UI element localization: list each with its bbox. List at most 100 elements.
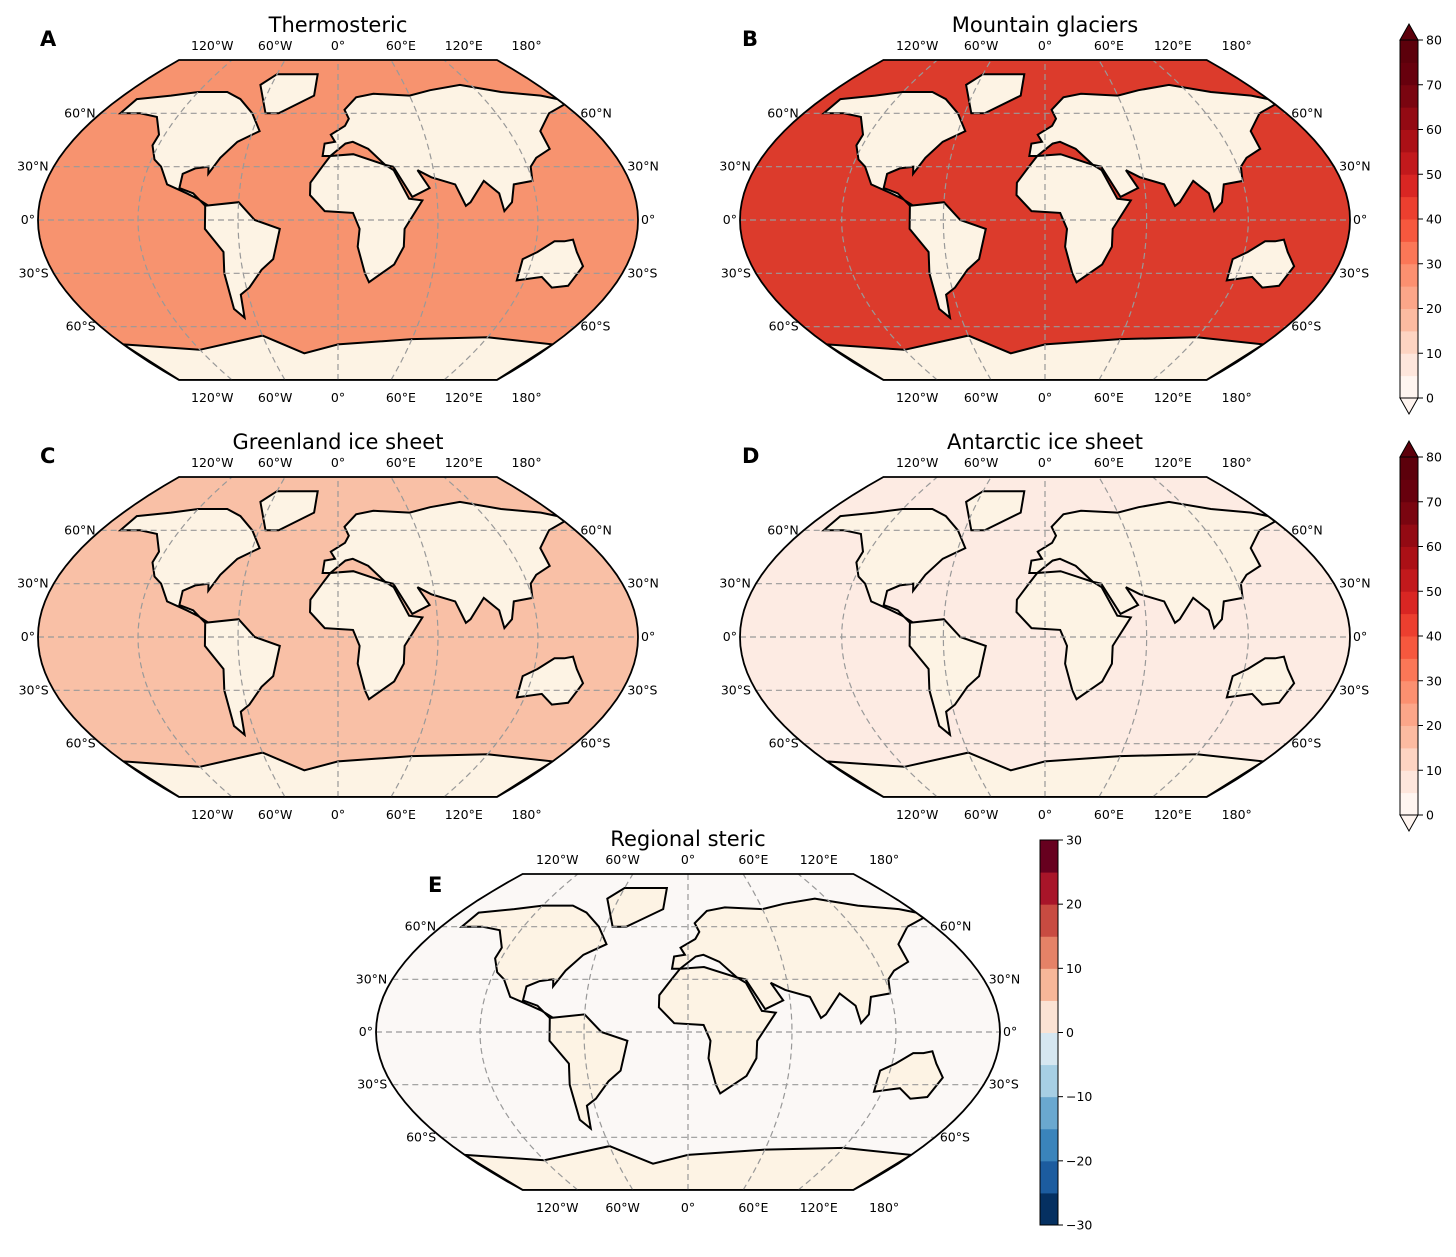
lat-label: 30°S bbox=[1339, 682, 1369, 697]
land bbox=[908, 201, 987, 321]
lon-label: 120°E bbox=[1154, 38, 1192, 53]
lon-label: 0° bbox=[1038, 38, 1052, 53]
lon-label: 120°E bbox=[445, 455, 483, 470]
colorbar-segment bbox=[1040, 1096, 1058, 1130]
map-outline bbox=[37, 476, 639, 798]
colorbar-tick-label: 70 bbox=[1426, 77, 1442, 92]
colorbar-tick-label: 0 bbox=[1066, 1025, 1074, 1040]
colorbar-segment bbox=[1400, 725, 1418, 749]
land bbox=[1225, 655, 1296, 706]
land bbox=[908, 618, 987, 738]
lat-label: 60°S bbox=[940, 1129, 970, 1144]
colorbar-tick-label: 50 bbox=[1426, 167, 1442, 182]
lat-label: 30°N bbox=[627, 576, 659, 591]
colorbar-segment bbox=[1040, 1128, 1058, 1162]
colorbar-segment bbox=[1040, 872, 1058, 905]
land bbox=[1225, 238, 1296, 289]
colorbar-segment bbox=[1040, 968, 1058, 1001]
panel-letter: D bbox=[742, 444, 759, 468]
colorbar-segment bbox=[1040, 1064, 1058, 1098]
colorbar-segment bbox=[1400, 591, 1418, 615]
colorbar-tick-label: 70 bbox=[1426, 494, 1442, 509]
lon-label: 60°E bbox=[386, 390, 416, 405]
map-panel bbox=[740, 477, 1350, 797]
lat-label: 60°N bbox=[940, 919, 972, 934]
lon-label: 180° bbox=[869, 852, 899, 867]
colorbar-tick-label: 20 bbox=[1426, 301, 1442, 316]
lat-label: 30°S bbox=[627, 682, 657, 697]
lat-label: 60°N bbox=[405, 919, 437, 934]
colorbar-segment bbox=[1400, 658, 1418, 682]
colorbar-tick-label: 20 bbox=[1066, 897, 1082, 912]
lon-label: 0° bbox=[331, 390, 345, 405]
lon-label: 120°W bbox=[896, 390, 938, 405]
map-outline bbox=[739, 59, 1351, 381]
map-panel bbox=[376, 874, 1000, 1190]
lon-label: 120°W bbox=[896, 38, 938, 53]
land bbox=[458, 904, 608, 1019]
colorbar-extend bbox=[1399, 397, 1419, 416]
lon-label: 120°E bbox=[1154, 807, 1192, 822]
panel-title: Mountain glaciers bbox=[952, 13, 1138, 37]
panel-title: Antarctic ice sheet bbox=[947, 430, 1143, 454]
panel-letter: C bbox=[40, 444, 55, 468]
map-outline bbox=[739, 476, 1351, 798]
lat-label: 60°S bbox=[769, 319, 799, 334]
colorbar-segment bbox=[1400, 241, 1418, 265]
lon-label: 180° bbox=[1222, 807, 1252, 822]
lat-label: 0° bbox=[1353, 212, 1367, 227]
colorbar-segment bbox=[1400, 174, 1418, 198]
lon-label: 60°W bbox=[964, 807, 999, 822]
land bbox=[872, 1050, 944, 1100]
lon-label: 120°E bbox=[1154, 455, 1192, 470]
colorbar-segment bbox=[1400, 353, 1418, 377]
colorbar-segment bbox=[1400, 680, 1418, 704]
lat-label: 60°N bbox=[1291, 522, 1323, 537]
colorbar-tick-label: 0 bbox=[1426, 808, 1434, 823]
lat-label: 30°S bbox=[1339, 265, 1369, 280]
panel-letter: B bbox=[742, 27, 758, 51]
lat-label: 30°N bbox=[719, 576, 751, 591]
lon-label: 60°E bbox=[738, 1200, 768, 1215]
lon-label: 60°W bbox=[258, 455, 293, 470]
lat-label: 0° bbox=[1003, 1024, 1017, 1039]
lat-label: 30°S bbox=[357, 1077, 387, 1092]
colorbar-tick-label: 60 bbox=[1426, 122, 1442, 137]
colorbar-segment bbox=[1400, 568, 1418, 592]
colorbar-tick-label: 80 bbox=[1426, 33, 1442, 48]
lon-label: 120°W bbox=[191, 807, 233, 822]
lon-label: 0° bbox=[1038, 455, 1052, 470]
lon-label: 60°E bbox=[386, 807, 416, 822]
colorbar-tick-label: 10 bbox=[1426, 763, 1442, 778]
lat-label: 30°N bbox=[1339, 159, 1371, 174]
lat-label: 60°N bbox=[1291, 105, 1323, 120]
colorbar-tick-label: 80 bbox=[1426, 450, 1442, 465]
colorbar-segment bbox=[1040, 840, 1058, 873]
meridian bbox=[742, 874, 793, 1190]
lon-label: 60°W bbox=[258, 807, 293, 822]
lon-label: 120°E bbox=[445, 38, 483, 53]
map-outline bbox=[37, 59, 639, 381]
land bbox=[203, 618, 281, 738]
colorbar-segment bbox=[1040, 1192, 1058, 1226]
lat-label: 60°S bbox=[580, 319, 610, 334]
lon-label: 180° bbox=[512, 455, 542, 470]
colorbar-tick-label: 20 bbox=[1426, 718, 1442, 733]
lat-label: 60°S bbox=[769, 736, 799, 751]
colorbar-tick-label: 30 bbox=[1426, 673, 1442, 688]
panel-letter: A bbox=[40, 27, 57, 51]
lon-label: 60°E bbox=[386, 455, 416, 470]
lon-label: 60°E bbox=[1094, 807, 1124, 822]
lon-label: 60°W bbox=[964, 38, 999, 53]
panel-title: Greenland ice sheet bbox=[233, 430, 444, 454]
lat-label: 30°S bbox=[721, 265, 751, 280]
panel-title: Thermosteric bbox=[268, 13, 408, 37]
lon-label: 0° bbox=[331, 807, 345, 822]
lat-label: 60°S bbox=[1291, 736, 1321, 751]
colorbar-extend bbox=[1399, 814, 1419, 833]
lat-label: 0° bbox=[21, 212, 35, 227]
lat-label: 30°S bbox=[19, 265, 49, 280]
map-panel bbox=[38, 477, 638, 797]
colorbar-segment bbox=[1400, 747, 1418, 771]
